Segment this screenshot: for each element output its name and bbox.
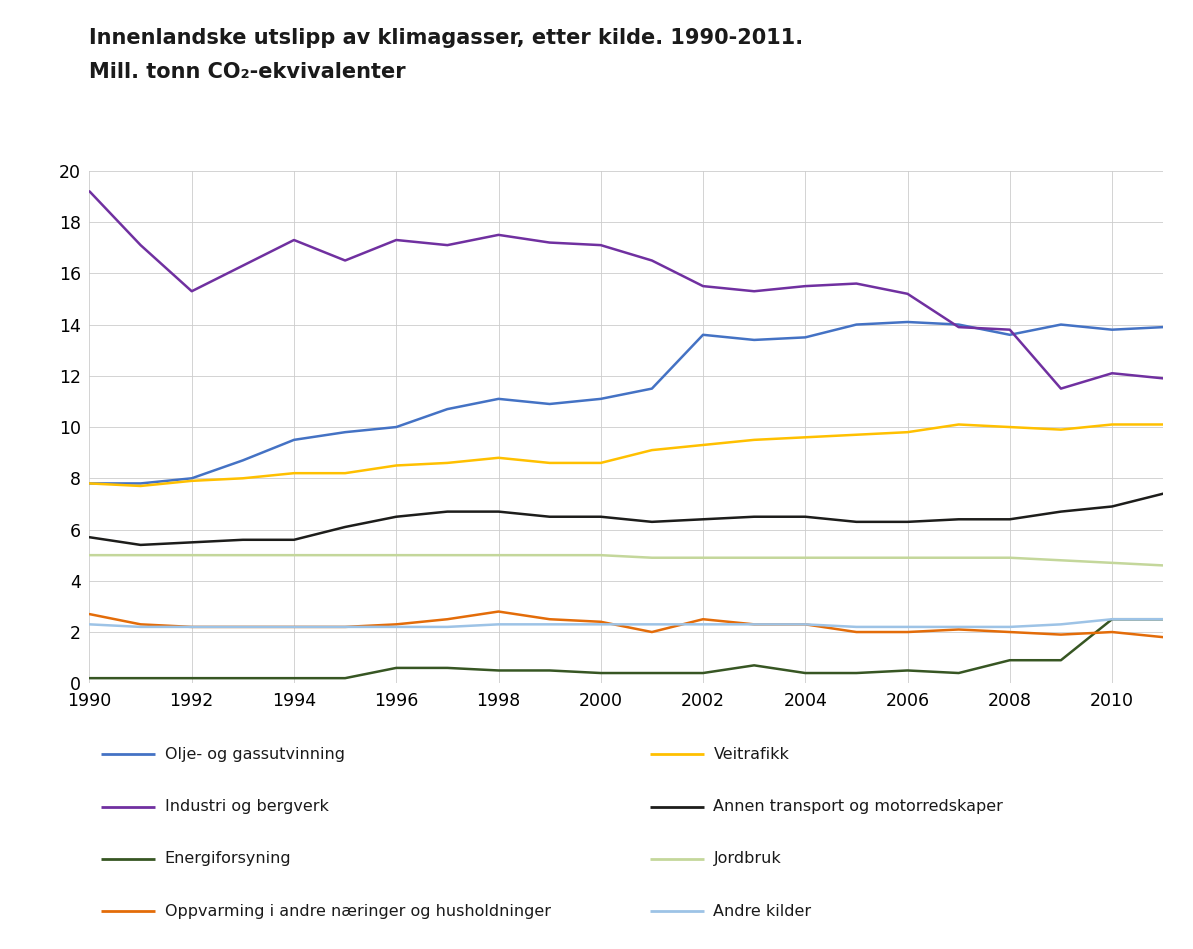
Text: Olje- og gassutvinning: Olje- og gassutvinning xyxy=(165,747,345,762)
Text: Mill. tonn CO₂-ekvivalenter: Mill. tonn CO₂-ekvivalenter xyxy=(89,62,406,82)
Text: Industri og bergverk: Industri og bergverk xyxy=(165,799,328,814)
Text: Jordbruk: Jordbruk xyxy=(713,851,781,866)
Text: Innenlandske utslipp av klimagasser, etter kilde. 1990-2011.: Innenlandske utslipp av klimagasser, ett… xyxy=(89,28,804,48)
Text: Oppvarming i andre næringer og husholdninger: Oppvarming i andre næringer og husholdni… xyxy=(165,903,551,919)
Text: Veitrafikk: Veitrafikk xyxy=(713,747,790,762)
Text: Andre kilder: Andre kilder xyxy=(713,903,811,919)
Text: Energiforsyning: Energiforsyning xyxy=(165,851,291,866)
Text: Annen transport og motorredskaper: Annen transport og motorredskaper xyxy=(713,799,1003,814)
